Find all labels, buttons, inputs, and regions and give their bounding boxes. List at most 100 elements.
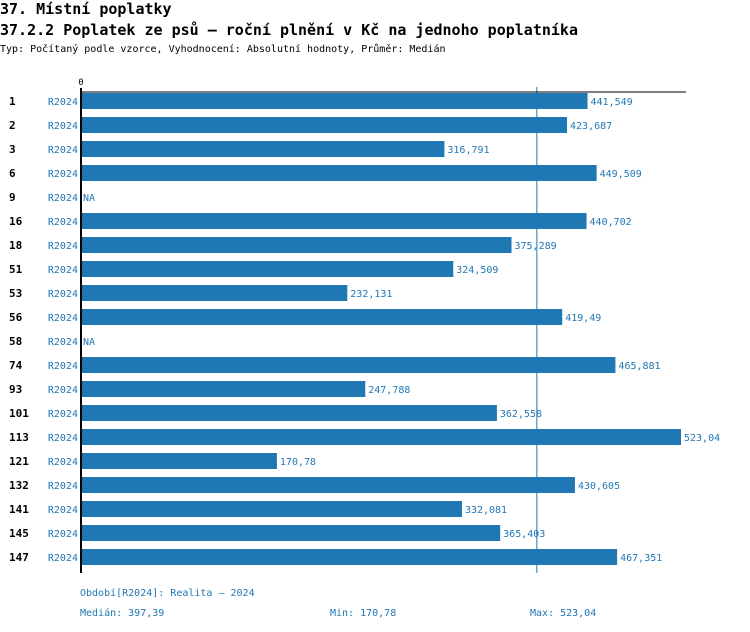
category-label: 51 [9, 263, 23, 276]
value-label: 170,78 [280, 457, 316, 468]
category-label: 2 [9, 119, 16, 132]
category-label: 9 [9, 191, 16, 204]
category-label: 145 [9, 527, 29, 540]
bar-row: 51 R2024 324,509 [9, 261, 498, 277]
value-label: 332,081 [465, 505, 507, 516]
bar [81, 501, 462, 517]
median-stat: Medián: 397,39 [80, 608, 165, 619]
period-label: R2024 [48, 145, 78, 156]
bar-row: 1 R2024 441,549 [9, 93, 633, 109]
value-label: 362,558 [500, 409, 542, 420]
bar [81, 477, 575, 493]
bar-row: 101 R2024 362,558 [9, 405, 542, 421]
period-label: R2024 [48, 457, 78, 468]
bar-row: 56 R2024 419,49 [9, 309, 601, 325]
category-label: 121 [9, 455, 29, 468]
bar [81, 381, 366, 397]
period-label: R2024 [48, 169, 78, 180]
period-label: R2024 [48, 289, 78, 300]
value-label: 423,687 [570, 121, 612, 132]
period-label: R2024 [48, 361, 78, 372]
period-label: R2024 [48, 241, 78, 252]
value-label: 365,403 [503, 529, 545, 540]
min-stat: Min: 170,78 [330, 608, 397, 619]
period-legend: Období[R2024]: Realita – 2024 [80, 588, 255, 599]
bar-row: 18 R2024 375,289 [9, 237, 557, 253]
bar-chart: 1 R2024 441,549 2 R2024 423,687 3 R2024 316,791 6… [9, 78, 720, 573]
value-label: 467,351 [620, 553, 662, 564]
value-label: NA [83, 337, 95, 348]
value-label: 232,131 [350, 289, 392, 300]
bar-row: 121 R2024 170,78 [9, 453, 316, 469]
period-label: R2024 [48, 553, 78, 564]
bar-row: 74 R2024 465,881 [9, 357, 661, 373]
bar [81, 261, 454, 277]
bar [81, 357, 616, 373]
bar-row: 6 R2024 449,509 [9, 165, 642, 181]
bar-row: 2 R2024 423,687 [9, 117, 612, 133]
bar [81, 453, 277, 469]
period-label: R2024 [48, 433, 78, 444]
bar [81, 213, 587, 229]
bar [81, 237, 512, 253]
category-label: 147 [9, 551, 29, 564]
bar-row: 145 R2024 365,403 [9, 525, 545, 541]
bar [81, 429, 681, 445]
category-label: 74 [9, 359, 23, 372]
period-label: R2024 [48, 121, 78, 132]
value-label: NA [83, 193, 95, 204]
value-label: 523,04 [684, 433, 720, 444]
max-stat: Max: 523,04 [530, 608, 597, 619]
category-label: 16 [9, 215, 23, 228]
x-tick-label: 0 [78, 78, 83, 88]
value-label: 316,791 [447, 145, 489, 156]
period-label: R2024 [48, 313, 78, 324]
value-label: 441,549 [591, 97, 633, 108]
category-label: 93 [9, 383, 22, 396]
bar-row: 132 R2024 430,605 [9, 477, 620, 493]
value-label: 247,788 [368, 385, 410, 396]
period-label: R2024 [48, 193, 78, 204]
category-label: 58 [9, 335, 22, 348]
page-title: 37. Místní poplatky [0, 0, 172, 18]
category-label: 132 [9, 479, 29, 492]
value-label: 440,702 [590, 217, 632, 228]
bar-row: 113 R2024 523,04 [9, 429, 720, 445]
category-label: 6 [9, 167, 16, 180]
bar [81, 549, 618, 565]
value-label: 324,509 [456, 265, 498, 276]
bar [81, 141, 445, 157]
period-label: R2024 [48, 337, 78, 348]
category-label: 1 [9, 95, 16, 108]
category-label: 18 [9, 239, 22, 252]
bar-row: 147 R2024 467,351 [9, 549, 662, 565]
period-label: R2024 [48, 385, 78, 396]
bar-row: 9 R2024 NA [9, 191, 95, 204]
chart-info: Typ: Počítaný podle vzorce, Vyhodnocení:… [0, 44, 446, 55]
bar [81, 93, 588, 109]
category-label: 3 [9, 143, 16, 156]
value-label: 375,289 [515, 241, 557, 252]
bar-row: 53 R2024 232,131 [9, 285, 392, 301]
category-label: 113 [9, 431, 29, 444]
bar-row: 141 R2024 332,081 [9, 501, 507, 517]
category-label: 101 [9, 407, 29, 420]
category-label: 141 [9, 503, 29, 516]
period-label: R2024 [48, 97, 78, 108]
bar-row: 16 R2024 440,702 [9, 213, 632, 229]
bar [81, 405, 497, 421]
bar [81, 309, 563, 325]
bar [81, 285, 348, 301]
value-label: 430,605 [578, 481, 620, 492]
period-label: R2024 [48, 529, 78, 540]
bar [81, 525, 501, 541]
bar [81, 117, 568, 133]
category-label: 56 [9, 311, 23, 324]
value-label: 465,881 [618, 361, 660, 372]
value-label: 449,509 [600, 169, 642, 180]
period-label: R2024 [48, 409, 78, 420]
value-label: 419,49 [565, 313, 601, 324]
bar-row: 58 R2024 NA [9, 335, 95, 348]
category-label: 53 [9, 287, 22, 300]
period-label: R2024 [48, 481, 78, 492]
